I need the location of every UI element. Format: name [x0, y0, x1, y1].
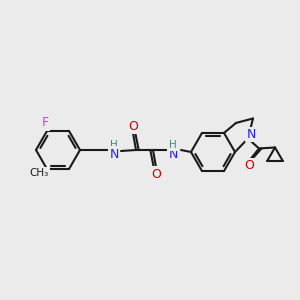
Text: N: N [109, 148, 119, 160]
Text: N: N [168, 148, 178, 160]
Text: N: N [246, 128, 256, 141]
Text: H: H [169, 140, 177, 150]
Text: H: H [110, 140, 118, 150]
Text: CH₃: CH₃ [29, 168, 49, 178]
Text: O: O [151, 167, 161, 181]
Text: O: O [244, 159, 254, 172]
Text: F: F [41, 116, 49, 129]
Text: O: O [128, 119, 138, 133]
